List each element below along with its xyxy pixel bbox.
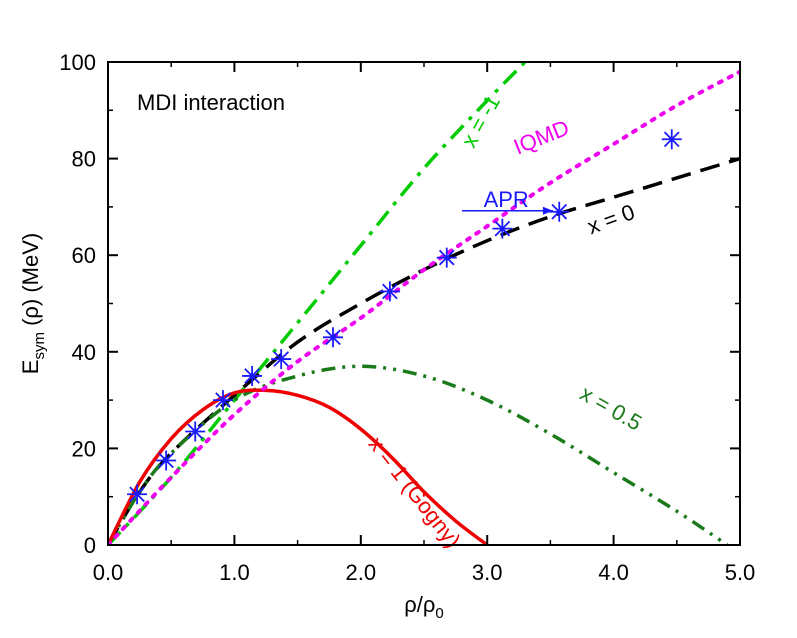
apr-marker (322, 327, 343, 348)
series-annotation: x = 0.5 (576, 381, 646, 436)
y-tick-label: 80 (72, 147, 96, 172)
series-line (108, 388, 489, 545)
y-axis-title-sub: sym (31, 332, 48, 360)
y-tick-label: 100 (59, 50, 96, 75)
y-tick-label: 40 (72, 340, 96, 365)
y-axis-title-pre: E (18, 360, 43, 375)
apr-marker (242, 365, 263, 386)
series-annotation: x = -1 (456, 91, 505, 152)
x-axis-title-main: ρ/ρ (404, 592, 435, 617)
apr-marker (436, 247, 457, 268)
plot-frame (107, 61, 741, 546)
series-annotation: IQMD (510, 115, 573, 160)
y-axis-title: Esym (ρ) (MeV) (18, 233, 48, 374)
y-axis-title-post: (ρ) (MeV) (18, 233, 43, 332)
x-tick-label: 5.0 (725, 560, 756, 585)
apr-marker (379, 281, 400, 302)
series-line (108, 62, 527, 545)
apr-marker (549, 201, 570, 222)
series-annotation: APR (484, 187, 529, 212)
x-tick-label: 3.0 (472, 560, 503, 585)
x-tick-label: 1.0 (219, 560, 250, 585)
y-tick-label: 20 (72, 436, 96, 461)
apr-marker (185, 421, 206, 442)
x-tick-label: 2.0 (346, 560, 377, 585)
marker-layer (127, 129, 682, 505)
panel-label: MDI interaction (137, 90, 285, 115)
y-tick-label: 60 (72, 243, 96, 268)
axis-layer: 0.0 1.0 2.0 3.0 4.0 5.0 0 20 40 60 80 100 (59, 50, 755, 585)
apr-marker (156, 450, 177, 471)
x-tick-label: 4.0 (598, 560, 629, 585)
x-axis-title: ρ/ρ0 (404, 592, 444, 622)
apr-marker (127, 484, 148, 505)
apr-marker (661, 129, 682, 150)
series-line (108, 364, 729, 545)
x-axis-title-sub: 0 (435, 605, 443, 622)
y-tick-label: 0 (84, 533, 96, 558)
series-layer (108, 62, 740, 545)
series-annotation: x = 1 (Gogny) (364, 432, 466, 553)
x-tick-label: 0.0 (93, 560, 124, 585)
apr-marker (492, 218, 513, 239)
apr-arrow-head (542, 206, 553, 215)
series-line (108, 156, 740, 545)
apr-marker (213, 390, 234, 411)
series-line (108, 69, 740, 545)
apr-marker (271, 349, 292, 370)
